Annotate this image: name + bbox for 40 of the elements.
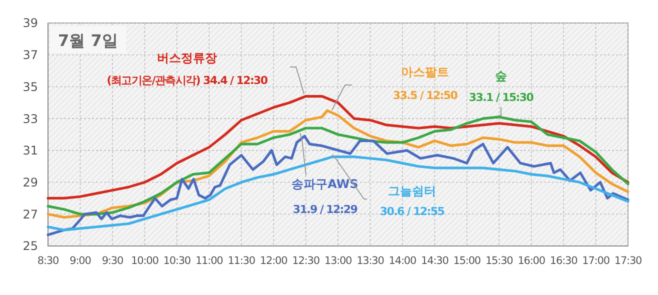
x-tick-label: 17:00 bbox=[582, 255, 610, 267]
line-series bbox=[46, 134, 630, 236]
x-tick-label: 12:30 bbox=[292, 255, 320, 267]
x-tick-label: 10:00 bbox=[131, 255, 158, 267]
x-tick-label: 11:30 bbox=[228, 255, 255, 267]
x-tick-label: 13:00 bbox=[324, 255, 352, 267]
text: 버스정류장 bbox=[157, 51, 217, 65]
annotation: 33.1 / 15:30 bbox=[468, 91, 534, 104]
y-tick-label: 25 bbox=[22, 239, 38, 254]
series-label: 송파구AWS bbox=[292, 177, 358, 191]
annotation: 30.6 / 12:55 bbox=[380, 205, 444, 218]
annotation: 31.9 / 12:29 bbox=[292, 203, 358, 216]
series-label: 그늘쉼터 bbox=[388, 184, 436, 198]
y-tick-label: 37 bbox=[22, 48, 38, 62]
text: 아스팔트 bbox=[401, 65, 449, 79]
y-tick-label: 35 bbox=[22, 80, 38, 94]
annotation: (최고기온/관측시각) 34.4 / 12:30 bbox=[106, 74, 268, 87]
x-tick-label: 13:30 bbox=[356, 255, 384, 267]
x-tick-label: 11:00 bbox=[195, 255, 223, 267]
x-tick-label: 16:30 bbox=[550, 255, 578, 267]
line-series bbox=[46, 156, 630, 232]
x-tick-label: 9:00 bbox=[70, 255, 91, 267]
text: 숲 bbox=[495, 69, 507, 83]
x-tick-label: 14:30 bbox=[421, 255, 448, 267]
x-tick-label: 12:00 bbox=[260, 255, 288, 267]
y-tick-label: 39 bbox=[22, 16, 38, 30]
annotation: 33.5 / 12:50 bbox=[392, 89, 458, 102]
text: 7월 7일 bbox=[58, 31, 118, 50]
y-tick-label: 33 bbox=[22, 112, 38, 126]
x-tick-label: 15:30 bbox=[485, 255, 513, 267]
y-tick-label: 29 bbox=[22, 175, 38, 190]
x-tick-label: 16:00 bbox=[518, 255, 545, 267]
y-tick-label: 31 bbox=[22, 144, 38, 158]
x-tick-label: 15:00 bbox=[453, 255, 481, 267]
y-tick-label: 27 bbox=[22, 207, 38, 222]
x-tick-label: 10:30 bbox=[163, 255, 191, 267]
x-tick-label: 14:00 bbox=[388, 255, 416, 267]
x-tick-label: 9:30 bbox=[102, 255, 124, 267]
x-tick-label: 8:30 bbox=[37, 255, 59, 267]
x-tick-label: 17:30 bbox=[614, 255, 642, 267]
